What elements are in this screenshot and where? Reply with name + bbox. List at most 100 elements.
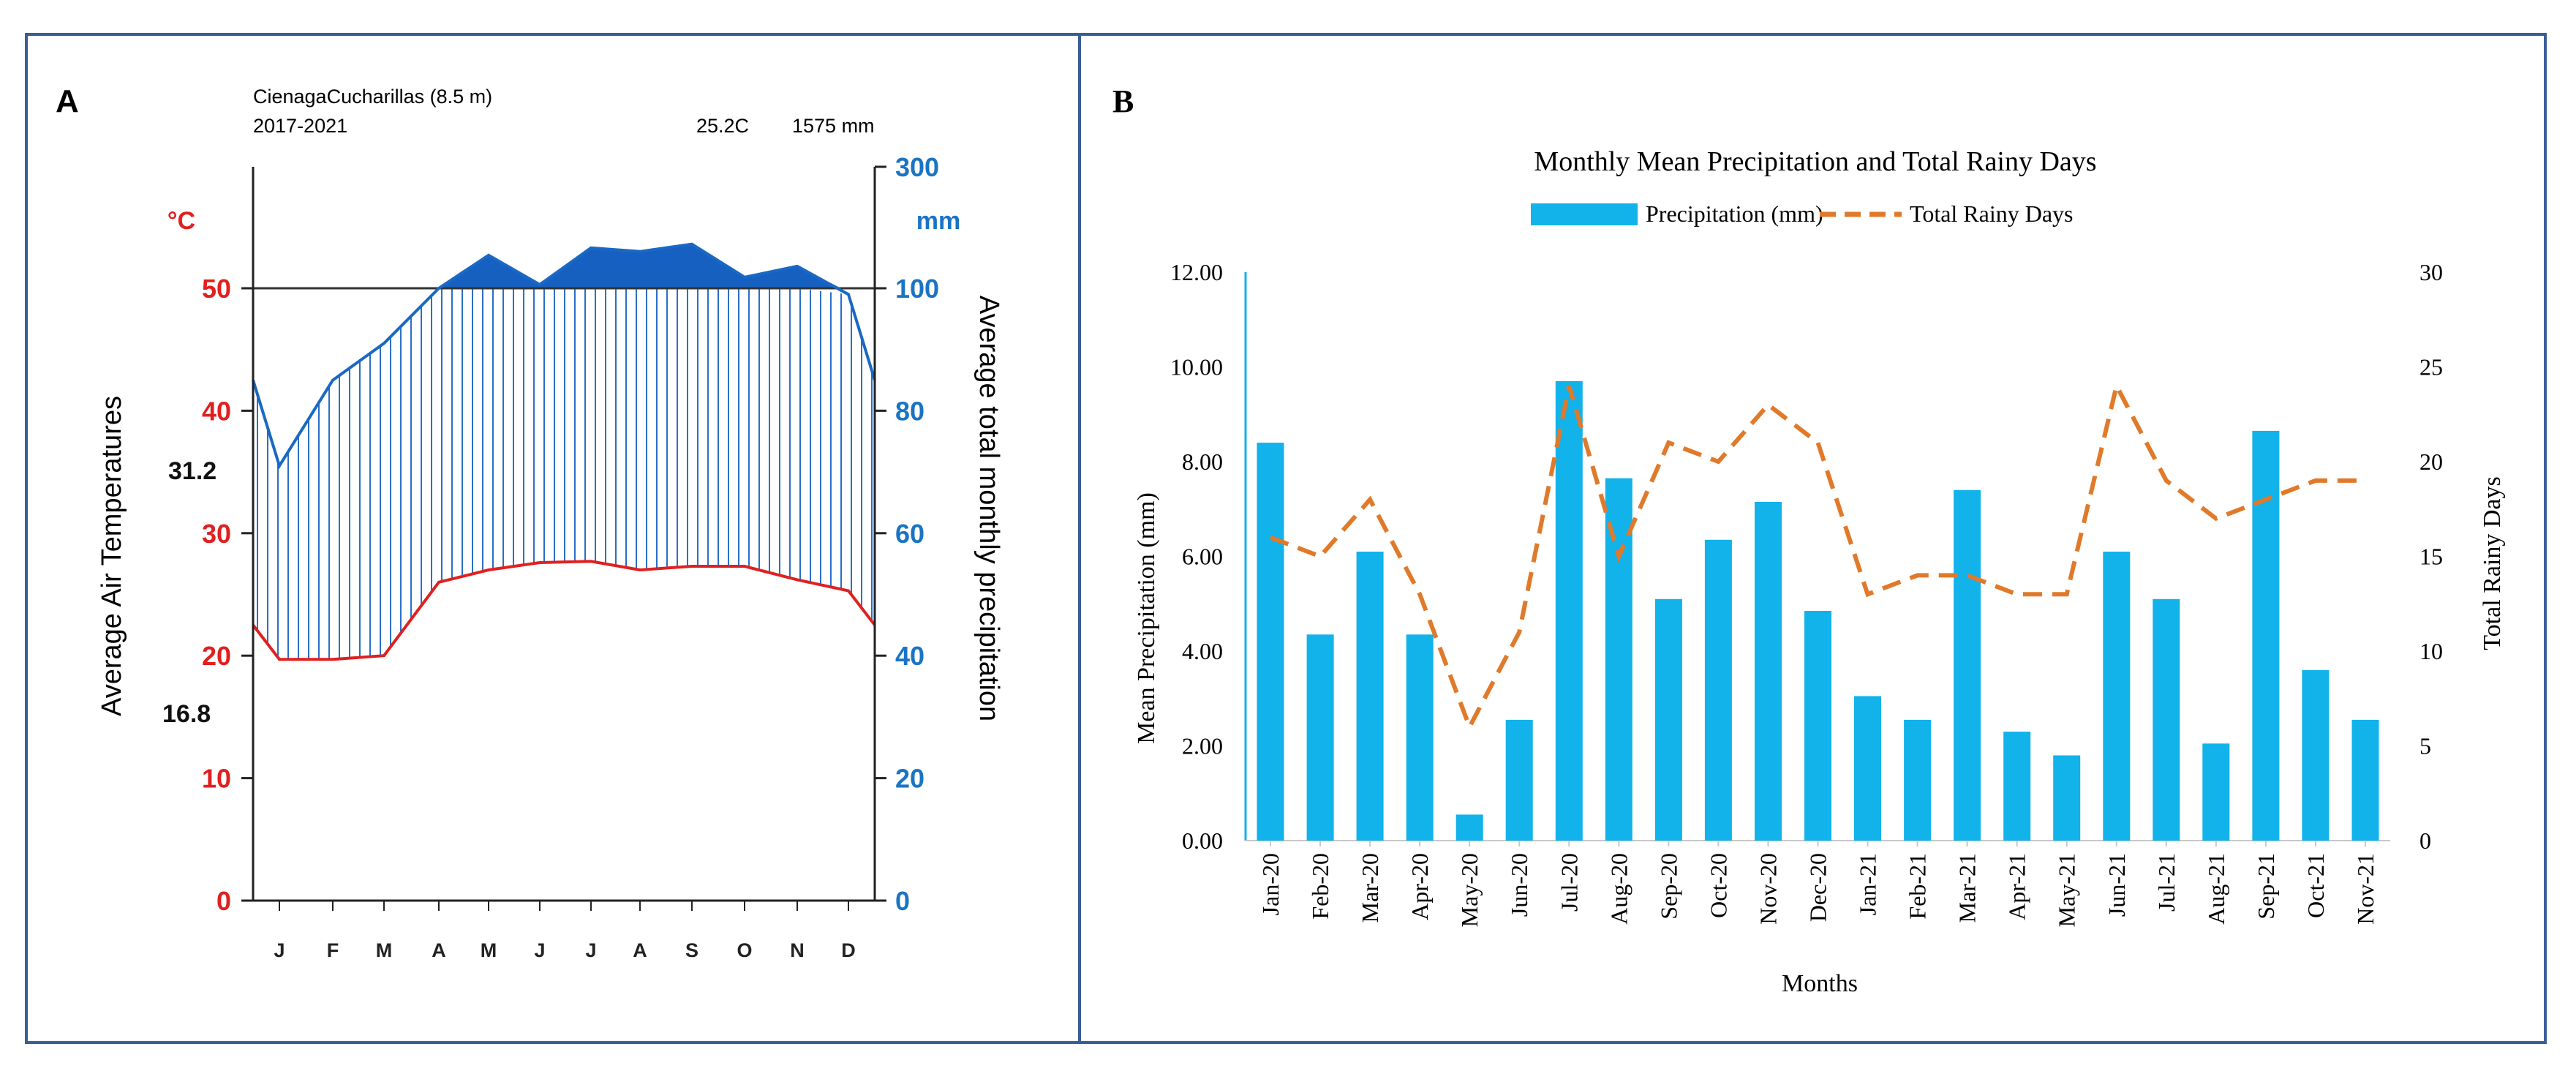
precip-bar (1555, 380, 1583, 841)
precip-bar (1804, 611, 1831, 841)
precipitation-tick-labels: 0 20 40 60 80 100 300 (895, 152, 939, 916)
x-tick-label: Mar-20 (1357, 853, 1383, 923)
precip-bar (2153, 598, 2180, 841)
left-y-tick-label: 0.00 (1182, 827, 1223, 854)
precip-bar (2103, 552, 2131, 841)
x-tick-label: Feb-20 (1307, 853, 1333, 920)
x-tick-label: Aug-21 (2203, 853, 2229, 925)
precip-bar (2351, 719, 2379, 841)
temp-tick-label: 50 (202, 274, 231, 304)
x-tick-labels: Jan-20 Feb-20 Mar-20 Apr-20 May-20 Jun-20 Jul-… (1257, 841, 2379, 927)
legend: Precipitation (mm) Total Rainy Days (1531, 200, 2074, 227)
x-tick-label: Sep-21 (2253, 853, 2279, 920)
right-y-tick-label: 20 (2419, 448, 2443, 475)
x-tick-label: Jun-21 (2104, 853, 2130, 917)
legend-rainy-label: Total Rainy Days (1910, 200, 2074, 227)
precip-bar (1605, 478, 1632, 841)
x-tick-label: Aug-20 (1605, 853, 1632, 925)
right-y-tick-labels: 0 5 10 15 20 25 30 (2419, 259, 2443, 854)
left-y-tick-label: 2.00 (1182, 733, 1223, 759)
precip-bar (1356, 552, 1384, 841)
precip-tick-label: 0 (895, 886, 910, 916)
right-y-tick-label: 5 (2419, 733, 2431, 759)
mean-temperature-label: 25.2C (696, 115, 749, 137)
precip-tick-label: 80 (895, 396, 924, 426)
right-axis-title: Average total monthly precipitation (973, 296, 1004, 721)
annual-precipitation-label: 1575 mm (792, 115, 875, 137)
temperature-tick-labels: 0 10 20 30 40 50 (202, 274, 231, 916)
right-y-tick-label: 15 (2419, 544, 2443, 570)
x-tick-label: Nov-20 (1755, 853, 1782, 925)
precip-bar (1306, 634, 1334, 841)
legend-precip-label: Precipitation (mm) (1646, 200, 1823, 227)
humid-period-hatching (257, 288, 873, 660)
left-y-tick-label: 6.00 (1182, 544, 1223, 570)
x-tick-label: Apr-21 (2004, 853, 2030, 920)
legend-precip-swatch (1531, 203, 1638, 225)
x-axis-title: Months (1782, 970, 1858, 997)
min-temperature-label: 16.8 (162, 700, 211, 728)
temp-tick-label: 0 (216, 886, 231, 916)
precip-bar (2202, 743, 2230, 841)
precip-bar (2252, 430, 2280, 841)
left-axis-title: Average Air Temperatures (97, 396, 127, 716)
precip-bar (1755, 502, 1782, 841)
left-y-tick-label: 10.00 (1170, 354, 1223, 380)
precipitation-unit: mm (916, 207, 960, 235)
month-tick-label: A (432, 939, 446, 961)
right-y-tick-label: 30 (2419, 259, 2443, 285)
precip-tick-label: 20 (895, 764, 924, 794)
precipitation-bars (1257, 380, 2379, 841)
precip-bar (1257, 443, 1284, 841)
right-y-tick-label: 25 (2419, 354, 2443, 380)
panel-b-label: B (1112, 83, 1134, 119)
month-tick-label: D (841, 939, 856, 961)
x-tick-label: Feb-21 (1905, 853, 1931, 920)
month-tick-label: F (327, 939, 339, 961)
month-tick-label: S (685, 939, 698, 961)
axis-ticks (241, 165, 886, 911)
perhumid-period-area (439, 244, 841, 288)
chart-b-title: Monthly Mean Precipitation and Total Rai… (1534, 146, 2096, 177)
month-tick-label: O (737, 939, 752, 961)
month-tick-label: J (274, 939, 285, 961)
x-tick-label: Sep-20 (1655, 853, 1681, 920)
right-y-axis-title: Total Rainy Days (2479, 476, 2506, 650)
left-y-tick-label: 8.00 (1182, 448, 1223, 475)
x-tick-label: Nov-21 (2352, 853, 2379, 925)
x-tick-label: Dec-20 (1805, 853, 1831, 922)
precip-bar (1406, 634, 1434, 841)
precip-bar (1704, 539, 1732, 841)
month-tick-label: N (790, 939, 805, 961)
x-tick-label: Jul-20 (1556, 853, 1582, 912)
precip-tick-label: 300 (895, 152, 939, 182)
month-tick-label: M (376, 939, 393, 961)
month-tick-label: J (534, 939, 545, 961)
precip-tick-label: 100 (895, 274, 939, 304)
temperature-line (252, 560, 876, 661)
precip-bar (2053, 755, 2081, 841)
temp-tick-label: 10 (202, 764, 231, 794)
precip-bar (1954, 489, 1981, 841)
x-tick-label: Apr-20 (1406, 853, 1433, 920)
precip-bar (1854, 696, 1881, 841)
x-tick-label: Mar-21 (1954, 853, 1981, 923)
x-tick-label: Oct-20 (1705, 853, 1731, 918)
x-tick-label: Jun-20 (1506, 853, 1532, 917)
left-y-tick-label: 4.00 (1182, 638, 1223, 664)
precip-bar (1505, 719, 1533, 841)
figure-frame (25, 33, 2547, 1044)
period-label: 2017-2021 (253, 115, 347, 137)
right-y-tick-label: 0 (2419, 827, 2431, 854)
month-tick-label: A (633, 939, 647, 961)
panel-b-precip-rainy-days: B Monthly Mean Precipitation and Total R… (1112, 83, 2506, 997)
temp-tick-label: 40 (202, 396, 231, 426)
precip-tick-label: 40 (895, 641, 924, 671)
x-tick-label: Jul-21 (2153, 853, 2180, 912)
panel-a-climate-diagram: A CienagaCucharillas (8.5 m) 2017-2021 2… (56, 83, 1004, 961)
precip-bar (1904, 719, 1932, 841)
x-tick-label: Oct-21 (2302, 853, 2329, 918)
left-y-tick-label: 12.00 (1170, 259, 1223, 285)
